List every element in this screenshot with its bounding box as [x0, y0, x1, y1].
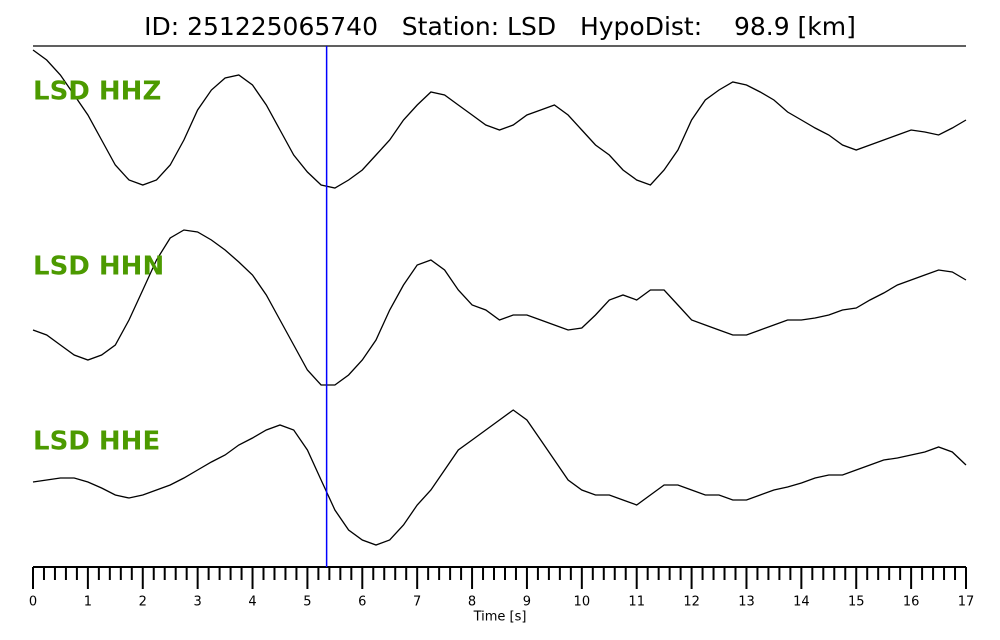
- x-tick-label: 14: [793, 595, 810, 610]
- trace-label: LSD HHZ: [33, 77, 161, 107]
- x-tick-label: 5: [303, 595, 311, 610]
- x-tick-label: 13: [738, 595, 755, 610]
- x-tick-label: 15: [848, 595, 865, 610]
- trace: [32, 409, 967, 546]
- x-tick-label: 4: [248, 595, 256, 610]
- x-tick-label: 0: [29, 595, 37, 610]
- trace-label: LSD HHN: [33, 252, 164, 282]
- trace-label: LSD HHE: [33, 427, 160, 457]
- x-tick-label: 12: [683, 595, 700, 610]
- x-tick-label: 16: [903, 595, 920, 610]
- x-tick-label: 10: [574, 595, 591, 610]
- x-tick-label: 8: [468, 595, 476, 610]
- x-tick-label: 6: [358, 595, 366, 610]
- trace: [32, 49, 967, 189]
- x-tick-label: 2: [139, 595, 147, 610]
- x-tick-label: 9: [523, 595, 531, 610]
- x-axis-label: Time [s]: [473, 610, 527, 625]
- chart-title: ID: 251225065740 Station: LSD HypoDist: …: [144, 12, 856, 41]
- trace: [32, 229, 967, 386]
- x-tick-label: 1: [84, 595, 92, 610]
- x-tick-label: 7: [413, 595, 421, 610]
- x-tick-label: 11: [628, 595, 645, 610]
- x-tick-label: 17: [958, 595, 975, 610]
- x-tick-label: 3: [194, 595, 202, 610]
